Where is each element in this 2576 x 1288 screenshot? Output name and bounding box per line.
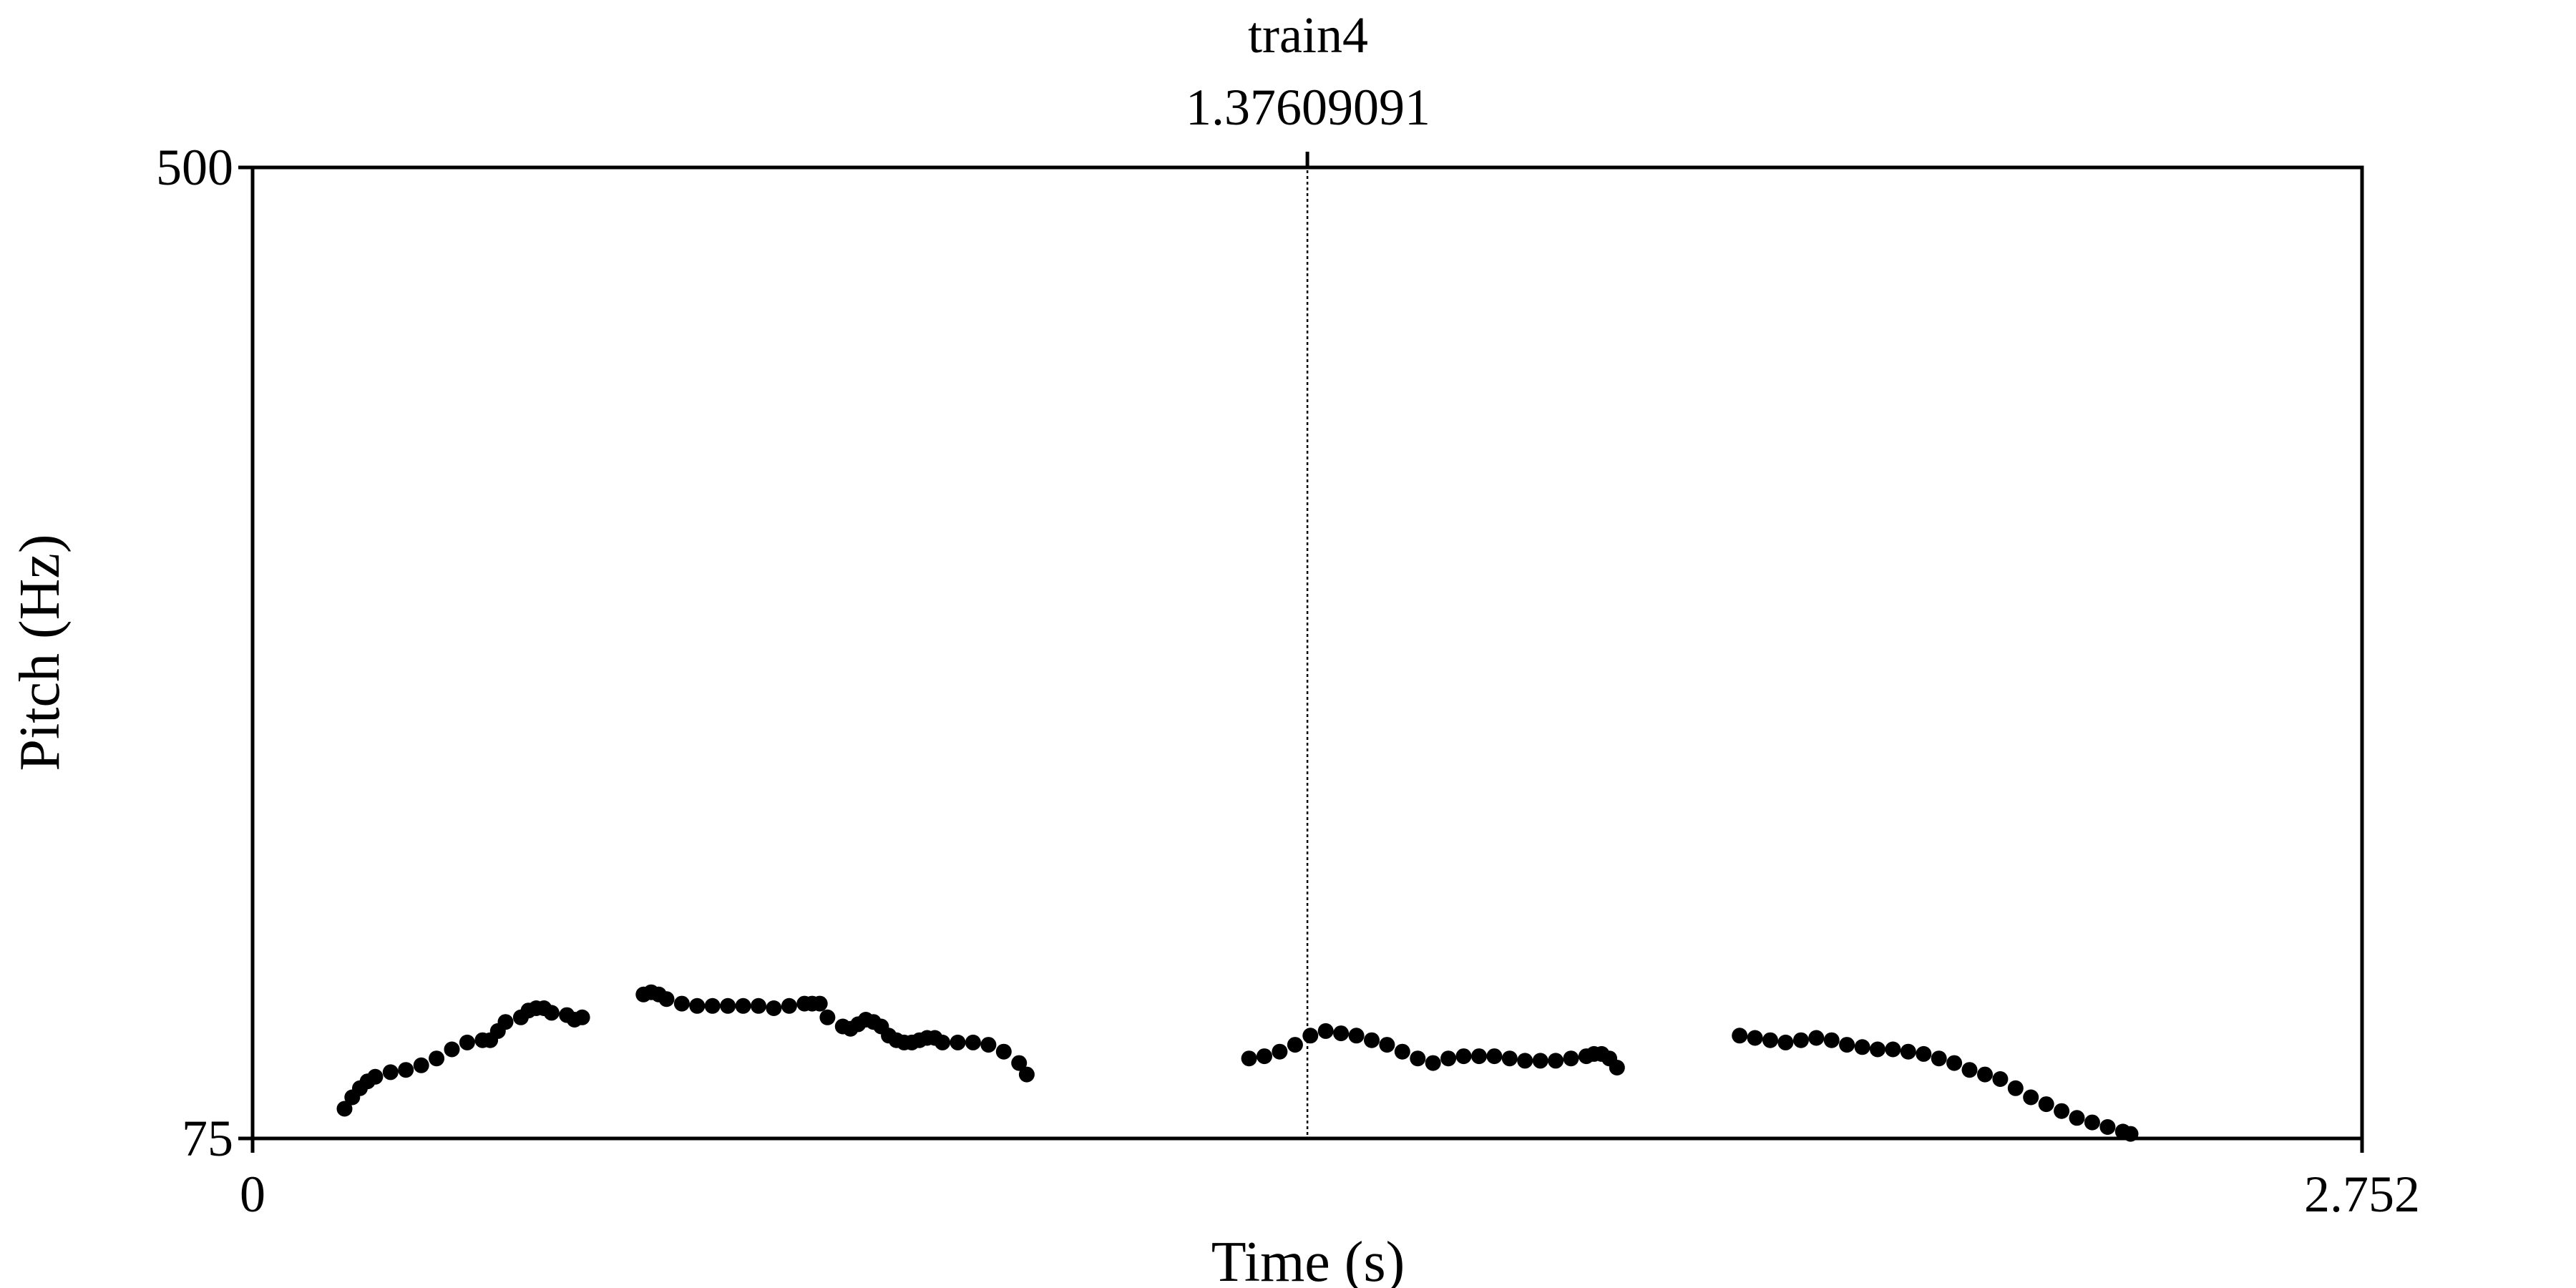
y-tick-label-max: 500 [156, 139, 233, 196]
pitch-point [1501, 1050, 1518, 1067]
pitch-point [1317, 1023, 1334, 1039]
pitch-point [1440, 1050, 1457, 1067]
pitch-point [1792, 1032, 1809, 1048]
pitch-point [735, 997, 751, 1014]
pitch-point [1946, 1055, 1963, 1071]
pitch-point [367, 1068, 384, 1085]
pitch-point [1486, 1048, 1503, 1065]
y-tick-label-min: 75 [182, 1110, 233, 1167]
pitch-point [2054, 1103, 2070, 1119]
pitch-point [1287, 1037, 1303, 1053]
pitch-point [819, 1009, 836, 1025]
pitch-point [950, 1034, 966, 1050]
pitch-point [1762, 1032, 1778, 1048]
pitch-point [1563, 1050, 1579, 1067]
pitch-point [1885, 1041, 1901, 1058]
pitch-point [1548, 1053, 1564, 1069]
pitch-point [444, 1041, 460, 1058]
pitch-point [811, 995, 828, 1012]
pitch-point [1870, 1041, 1885, 1058]
pitch-point [1977, 1066, 1993, 1083]
pitch-points [336, 984, 2139, 1142]
pitch-point [1854, 1039, 1870, 1055]
pitch-point [1777, 1034, 1794, 1050]
pitch-point [1916, 1045, 1932, 1062]
pitch-point [336, 1101, 353, 1117]
pitch-point [2023, 1089, 2039, 1106]
pitch-point [1931, 1050, 1947, 1067]
pitch-point [459, 1034, 475, 1050]
pitch-point [1394, 1043, 1410, 1060]
pitch-point [2099, 1119, 2116, 1135]
pitch-point [965, 1034, 981, 1050]
x-tick-label-max: 2.752 [2304, 1166, 2420, 1223]
pitch-point [2069, 1110, 2085, 1126]
pitch-point [1471, 1048, 1487, 1065]
pitch-point [1839, 1037, 1855, 1053]
pitch-point [1333, 1025, 1350, 1042]
pitch-point [1410, 1050, 1426, 1067]
pitch-point [2007, 1080, 2024, 1096]
pitch-point [2122, 1126, 2139, 1142]
x-tick-label-min: 0 [240, 1166, 265, 1223]
pitch-point [1241, 1050, 1257, 1067]
pitch-point [429, 1050, 445, 1067]
pitch-point [1900, 1043, 1916, 1060]
pitch-point [1455, 1048, 1472, 1065]
pitch-point [1302, 1028, 1319, 1044]
pitch-point [2038, 1096, 2054, 1113]
pitch-point [995, 1043, 1012, 1060]
pitch-point [751, 997, 766, 1014]
pitch-point [1808, 1030, 1825, 1046]
pitch-point [980, 1037, 997, 1053]
pitch-point [1961, 1062, 1978, 1078]
pitch-point [766, 1000, 782, 1016]
pitch-point [1517, 1053, 1533, 1069]
pitch-point [1747, 1030, 1763, 1046]
pitch-point [935, 1034, 951, 1050]
pitch-point [1272, 1043, 1288, 1060]
pitch-point [2084, 1114, 2100, 1131]
chart-title: train4 [1248, 6, 1368, 64]
pitch-point [543, 1005, 560, 1021]
pitch-point [1348, 1028, 1365, 1044]
pitch-point [398, 1062, 414, 1078]
pitch-point [1018, 1066, 1035, 1083]
pitch-point [497, 1014, 514, 1030]
x-axis-label: Time (s) [1211, 1231, 1405, 1288]
pitch-point [673, 995, 690, 1012]
pitch-point [1379, 1037, 1395, 1053]
pitch-point [413, 1057, 429, 1073]
pitch-point [704, 997, 721, 1014]
cursor-time-label: 1.37609091 [1186, 79, 1430, 136]
pitch-point [1011, 1055, 1028, 1071]
pitch-point [1532, 1053, 1548, 1069]
pitch-point [1425, 1055, 1441, 1071]
pitch-point [1609, 1060, 1625, 1075]
pitch-point [1732, 1028, 1748, 1044]
pitch-point [574, 1009, 590, 1025]
pitch-point [382, 1064, 399, 1080]
pitch-point [658, 991, 675, 1008]
pitch-point [781, 997, 797, 1014]
pitch-point [1992, 1071, 2009, 1087]
y-axis-label: Pitch (Hz) [9, 534, 72, 771]
pitch-point [1364, 1032, 1380, 1048]
pitch-point [689, 997, 706, 1014]
pitch-point [1823, 1032, 1840, 1048]
pitch-point [720, 997, 736, 1014]
pitch-point [1257, 1048, 1272, 1065]
